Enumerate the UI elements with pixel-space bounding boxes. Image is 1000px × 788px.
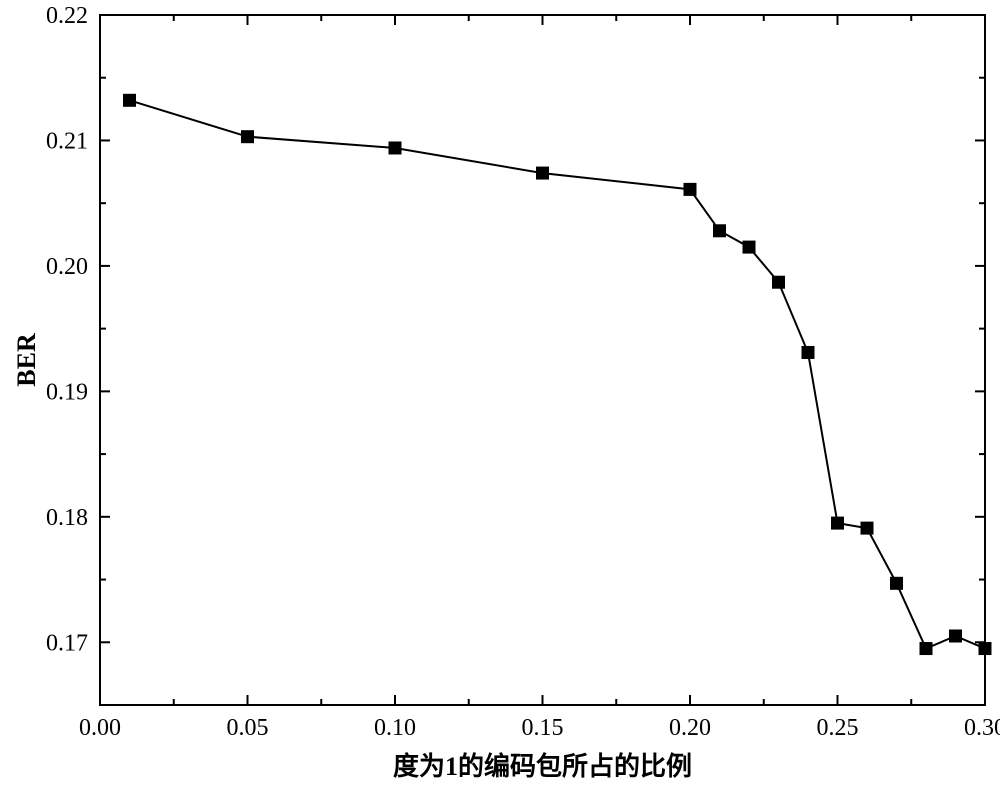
data-marker	[389, 142, 401, 154]
data-marker	[861, 522, 873, 534]
chart-background	[0, 0, 1000, 788]
data-marker	[714, 225, 726, 237]
data-marker	[773, 276, 785, 288]
y-tick-label: 0.22	[46, 3, 88, 29]
y-tick-label: 0.21	[46, 128, 88, 154]
data-marker	[979, 643, 991, 655]
data-marker	[743, 241, 755, 253]
x-axis-title: 度为1的编码包所占的比例	[393, 751, 692, 781]
y-axis-title: BER	[12, 333, 41, 387]
data-marker	[950, 630, 962, 642]
y-tick-label: 0.20	[46, 254, 88, 280]
y-tick-label: 0.18	[46, 505, 88, 531]
data-marker	[920, 643, 932, 655]
data-marker	[684, 183, 696, 195]
y-tick-label: 0.19	[46, 379, 88, 405]
x-tick-label: 0.05	[227, 715, 269, 741]
x-tick-label: 0.10	[374, 715, 416, 741]
x-tick-label: 0.25	[817, 715, 859, 741]
data-marker	[124, 94, 136, 106]
x-tick-label: 0.20	[669, 715, 711, 741]
data-marker	[802, 346, 814, 358]
chart-svg: 0.00 0.05 0.10 0.15 0.20 0.25 0.30 0.17 0.18 0.19…	[0, 0, 1000, 788]
y-tick-label: 0.17	[46, 630, 88, 656]
x-tick-label: 0.30	[964, 715, 1000, 741]
x-tick-label: 0.15	[522, 715, 564, 741]
data-marker	[832, 517, 844, 529]
chart-container: 0.00 0.05 0.10 0.15 0.20 0.25 0.30 0.17 0.18 0.19…	[0, 0, 1000, 788]
data-marker	[242, 131, 254, 143]
data-marker	[537, 167, 549, 179]
data-marker	[891, 577, 903, 589]
x-tick-label: 0.00	[79, 715, 121, 741]
